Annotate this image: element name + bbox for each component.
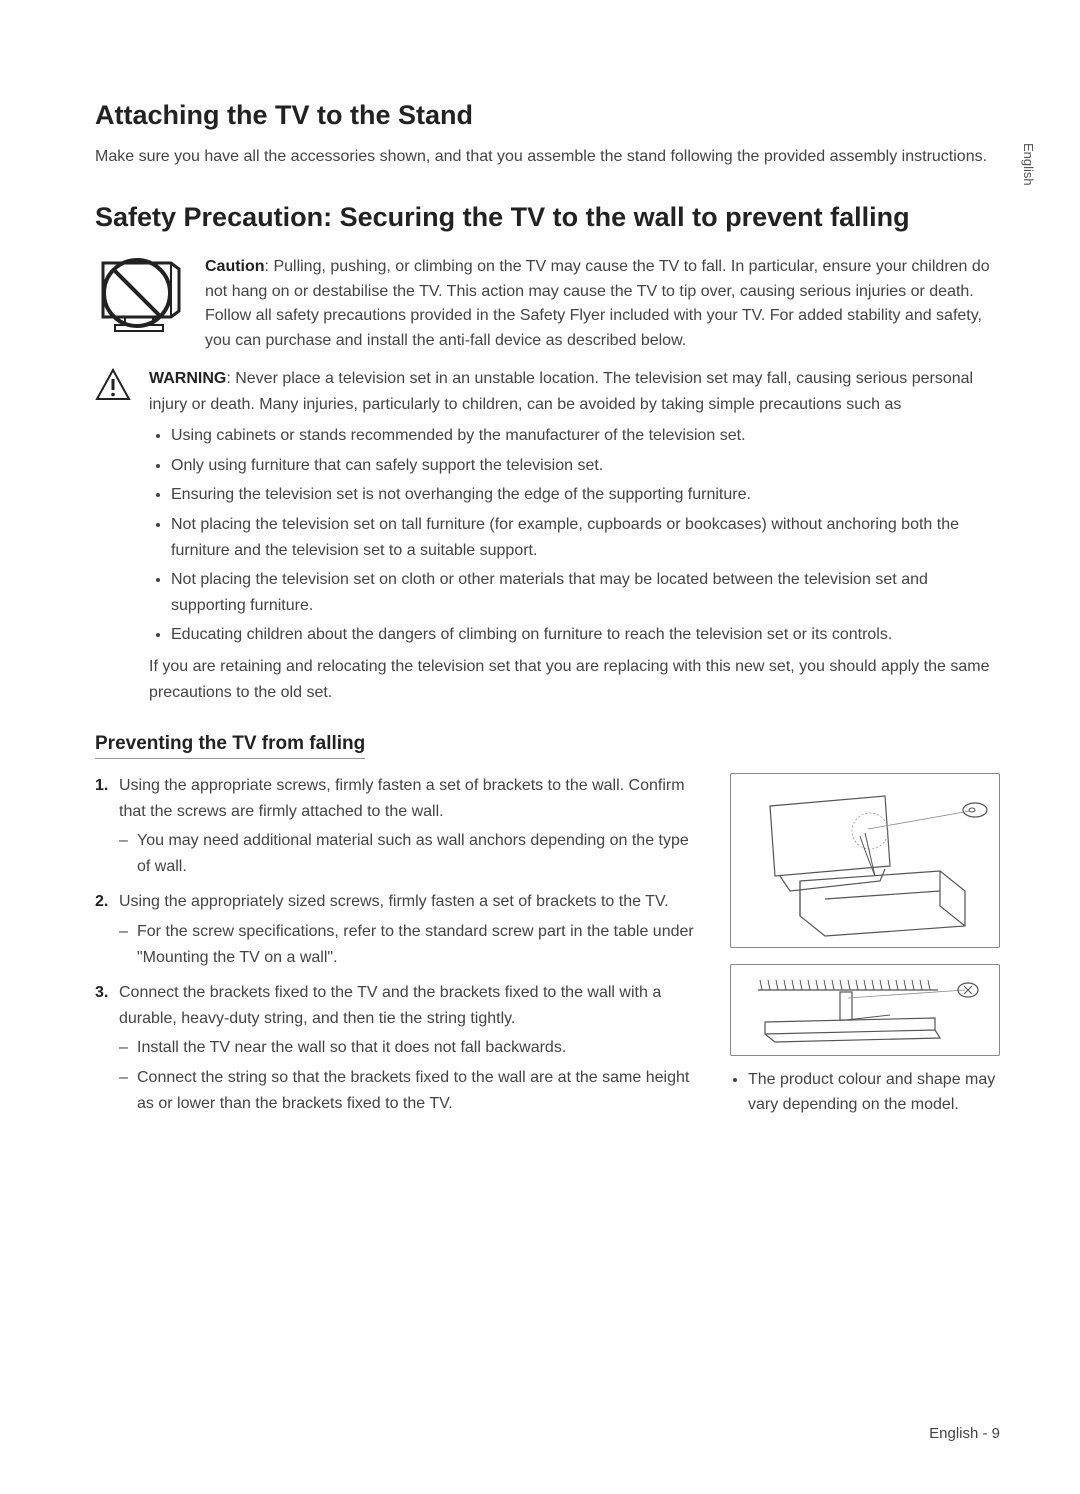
- step-text: Using the appropriate screws, firmly fas…: [119, 777, 685, 820]
- step-item: Using the appropriate screws, firmly fas…: [95, 773, 702, 879]
- warn-bullet: Not placing the television set on tall f…: [171, 512, 1000, 563]
- warning-bullets: Using cabinets or stands recommended by …: [149, 423, 1000, 648]
- step-sub: For the screw specifications, refer to t…: [137, 919, 702, 970]
- warning-lead: : Never place a television set in an uns…: [149, 370, 973, 413]
- steps-list: Using the appropriate screws, firmly fas…: [95, 773, 702, 1116]
- heading-attaching: Attaching the TV to the Stand: [95, 100, 1000, 131]
- caution-label: Caution: [205, 258, 265, 275]
- step-sub: Connect the string so that the brackets …: [137, 1065, 702, 1116]
- warning-tail: If you are retaining and relocating the …: [149, 654, 1000, 705]
- warn-bullet: Educating children about the dangers of …: [171, 622, 1000, 648]
- caution-paragraph: Caution: Pulling, pushing, or climbing o…: [205, 255, 1000, 354]
- warn-bullet: Not placing the television set on cloth …: [171, 567, 1000, 618]
- diagram-wall-bracket: [730, 964, 1000, 1056]
- diagram-tv-on-stand: [730, 773, 1000, 948]
- note-item: The product colour and shape may vary de…: [748, 1068, 1000, 1118]
- attaching-intro: Make sure you have all the accessories s…: [95, 145, 1000, 170]
- heading-safety: Safety Precaution: Securing the TV to th…: [95, 202, 1000, 233]
- warning-body: WARNING: Never place a television set in…: [149, 366, 1000, 705]
- step-text: Using the appropriately sized screws, fi…: [119, 893, 669, 910]
- figure-note: The product colour and shape may vary de…: [730, 1068, 1000, 1118]
- warning-label: WARNING: [149, 370, 226, 387]
- step-text: Connect the brackets fixed to the TV and…: [119, 984, 661, 1027]
- warning-icon: [95, 366, 131, 705]
- warn-bullet: Ensuring the television set is not overh…: [171, 482, 1000, 508]
- page-footer: English - 9: [929, 1425, 1000, 1442]
- warn-bullet: Using cabinets or stands recommended by …: [171, 423, 1000, 449]
- step-sub: You may need additional material such as…: [137, 828, 702, 879]
- heading-preventing: Preventing the TV from falling: [95, 733, 365, 759]
- step-sub: Install the TV near the wall so that it …: [137, 1035, 702, 1061]
- warn-bullet: Only using furniture that can safely sup…: [171, 453, 1000, 479]
- caution-body: : Pulling, pushing, or climbing on the T…: [205, 258, 990, 349]
- step-item: Connect the brackets fixed to the TV and…: [95, 980, 702, 1116]
- step-item: Using the appropriately sized screws, fi…: [95, 889, 702, 970]
- language-tab: English: [1017, 135, 1040, 194]
- no-climb-icon: [95, 255, 187, 354]
